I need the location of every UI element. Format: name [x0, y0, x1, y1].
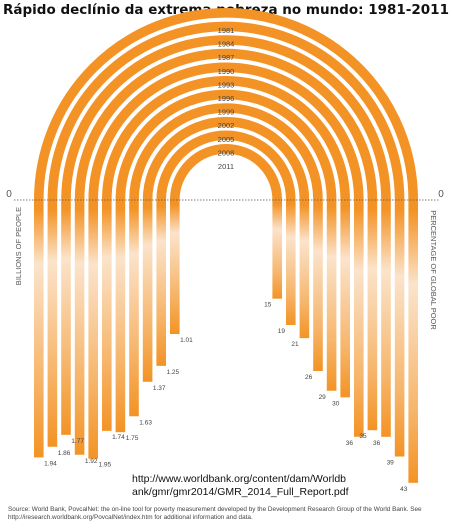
left-axis-label: BILLIONS OF PEOPLE	[14, 207, 23, 285]
value-label-billions-1996: 1.74	[112, 434, 125, 441]
arch-2011	[170, 144, 282, 201]
arch-2005	[142, 116, 310, 201]
bar-percent-1984	[394, 199, 405, 457]
bar-billions-1996	[102, 199, 112, 431]
year-label-1996: 1996	[218, 94, 235, 103]
bar-percent-2002	[313, 199, 323, 372]
value-label-percent-1996: 30	[332, 400, 340, 407]
value-label-percent-2005: 21	[291, 341, 299, 348]
value-label-percent-2011: 15	[264, 302, 272, 309]
value-label-billions-2008: 1.25	[167, 369, 180, 376]
year-label-1999: 1999	[218, 108, 235, 117]
bar-billions-1981	[34, 199, 44, 458]
value-label-percent-1981: 43	[400, 486, 408, 493]
year-label-2011: 2011	[218, 162, 234, 171]
value-label-billions-1987: 1.77	[71, 438, 84, 445]
arch-1996	[102, 76, 350, 201]
right-axis-label: PERCENTAGE OF GLOBAL POOR	[429, 210, 438, 330]
bar-billions-2002	[129, 199, 139, 417]
value-label-billions-2005: 1.37	[153, 385, 166, 392]
bar-billions-2005	[142, 199, 153, 382]
value-labels: 1.94 43 1.86 39 1.77 36 1.92 35 1.95 36 1.74 30 1.75…	[44, 302, 408, 493]
year-label-1993: 1993	[218, 80, 235, 89]
bar-billions-1987	[61, 199, 71, 435]
arch-2008	[156, 130, 296, 201]
bar-billions-1984	[47, 199, 58, 447]
bar-percent-1996	[340, 199, 350, 398]
year-label-1987: 1987	[218, 53, 235, 62]
value-label-percent-2002: 26	[305, 374, 313, 381]
year-label-2008: 2008	[218, 148, 235, 157]
bar-percent-2011	[272, 199, 282, 299]
bar-percent-2005	[299, 199, 310, 339]
arch-1999	[115, 89, 337, 201]
year-labels: 1981 1984 1987 1990 1993 1996 1999 2002 2005 2008…	[218, 26, 235, 171]
value-label-percent-1990: 35	[359, 433, 367, 440]
arch-1993	[88, 62, 364, 201]
bar-billions-1990	[74, 199, 85, 455]
bar-percent-1990	[367, 199, 378, 431]
year-label-2005: 2005	[218, 135, 235, 144]
bar-percent-1987	[381, 199, 391, 437]
year-label-2002: 2002	[218, 121, 235, 130]
arch-2002	[129, 103, 323, 201]
arches-group	[34, 8, 418, 201]
bar-billions-1999	[115, 199, 126, 433]
value-label-billions-2011: 1.01	[180, 337, 193, 344]
value-label-percent-1984: 39	[387, 460, 395, 467]
arch-1987	[61, 35, 391, 201]
arch-1981	[34, 8, 418, 201]
bar-billions-2011	[170, 199, 180, 335]
bar-billions-2008	[156, 199, 166, 366]
bar-percent-2008	[286, 199, 296, 325]
value-label-billions-1990: 1.92	[85, 458, 98, 465]
right-zero-label: 0	[438, 189, 444, 200]
bar-percent-1999	[326, 199, 337, 391]
value-label-percent-1993: 36	[346, 440, 354, 447]
url-line-1: http://www.worldbank.org/content/dam/Wor…	[132, 473, 346, 485]
year-label-1990: 1990	[218, 67, 235, 76]
bars-group	[34, 199, 418, 483]
value-label-billions-2002: 1.63	[139, 419, 152, 426]
bar-percent-1993	[354, 199, 364, 437]
url-line-2: ank/gmr/gmr2014/GMR_2014_Full_Report.pdf	[132, 486, 349, 498]
value-label-billions-1993: 1.95	[99, 462, 112, 469]
source-url-note: http://www.worldbank.org/content/dam/Wor…	[132, 473, 382, 499]
source-footnote: Source: World Bank, PovcalNet: the on-li…	[8, 506, 422, 521]
bar-billions-1993	[88, 199, 98, 459]
arch-1990	[74, 48, 378, 201]
year-label-1984: 1984	[218, 40, 235, 49]
value-label-percent-1987: 36	[373, 440, 381, 447]
left-zero-label: 0	[6, 189, 12, 200]
arch-1984	[47, 21, 405, 201]
value-label-percent-2008: 19	[278, 328, 286, 335]
value-label-billions-1981: 1.94	[44, 460, 57, 467]
value-label-billions-1984: 1.86	[58, 450, 71, 457]
value-label-billions-1999: 1.75	[126, 435, 139, 442]
year-label-1981: 1981	[218, 26, 235, 35]
value-label-percent-1999: 29	[319, 394, 327, 401]
bar-percent-1981	[408, 199, 418, 483]
